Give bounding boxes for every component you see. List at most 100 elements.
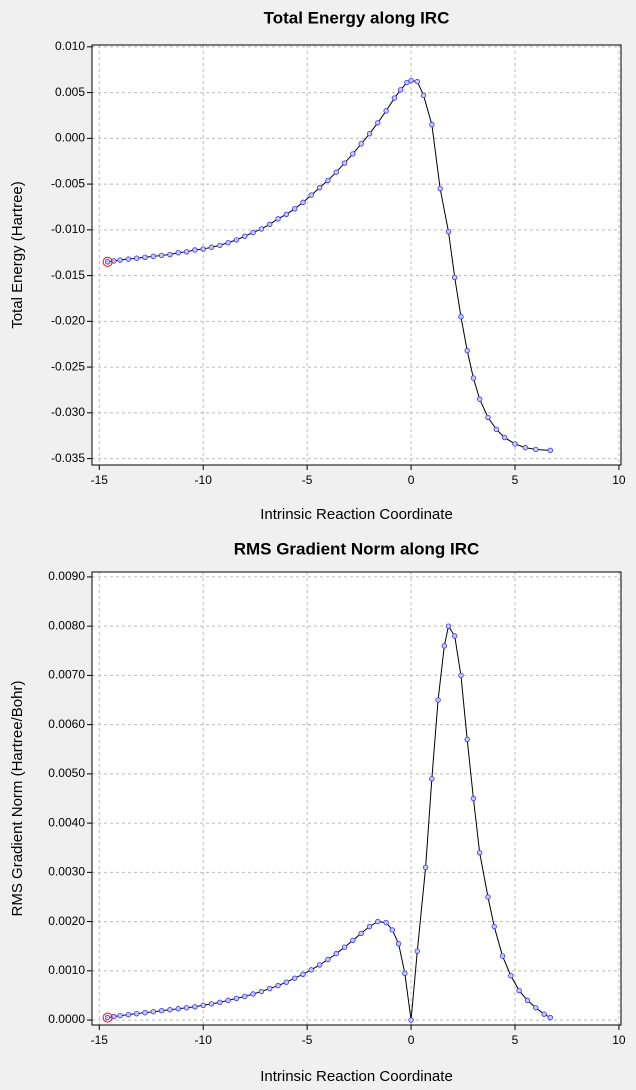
point (104, 1014, 111, 1021)
point (408, 77, 414, 84)
highlight-point (102, 256, 113, 267)
point (242, 993, 248, 1000)
point (183, 249, 190, 255)
point (233, 995, 240, 1002)
y-tick-label: 0.010 (55, 39, 85, 53)
x-tick-label: 0 (408, 473, 415, 487)
x-tick-label: -10 (195, 473, 213, 487)
point (308, 967, 314, 973)
point (267, 985, 273, 992)
point (350, 937, 356, 944)
point (470, 375, 477, 381)
point (300, 971, 306, 977)
point (316, 962, 323, 968)
y-tick-label: 0.000 (55, 131, 85, 145)
point (464, 736, 470, 743)
plot-border (91, 44, 622, 466)
point (192, 247, 198, 253)
y-tick-label: 0.0090 (48, 569, 85, 583)
highlight-point (102, 1012, 113, 1023)
point (383, 108, 389, 114)
x-tick-label: 5 (512, 473, 519, 487)
point (117, 257, 123, 263)
point (225, 997, 231, 1004)
point (383, 919, 389, 926)
point (350, 151, 356, 157)
point (175, 1006, 181, 1012)
point (341, 160, 348, 166)
point (111, 258, 117, 264)
point (508, 973, 514, 979)
x-tick-label: -15 (91, 473, 109, 487)
point (402, 970, 408, 976)
y-tick-label: 0.0040 (48, 815, 85, 829)
point (445, 228, 452, 235)
point (499, 953, 506, 959)
y-axis-label: RMS Gradient Norm (Hartree/Bohr) (9, 681, 26, 917)
point (493, 426, 499, 433)
point (242, 233, 248, 239)
point (142, 1009, 148, 1016)
point (325, 177, 331, 184)
y-tick-label: -0.025 (51, 359, 85, 373)
y-tick-label: 0.0060 (48, 717, 85, 731)
point (192, 1004, 198, 1010)
point (175, 250, 181, 256)
point (395, 941, 402, 947)
y-tick-label: -0.030 (51, 405, 85, 419)
y-tick-label: 0.0010 (48, 963, 85, 977)
point (275, 982, 281, 989)
x-tick-label: 10 (612, 473, 626, 487)
point (258, 226, 265, 232)
point (397, 87, 404, 93)
point (258, 988, 265, 995)
x-tick-label: -10 (195, 1033, 213, 1047)
y-tick-label: -0.010 (51, 222, 85, 236)
chart-title: Total Energy along IRC (264, 8, 450, 27)
plot-border (91, 571, 622, 1026)
x-tick-label: 5 (512, 1033, 519, 1047)
point (414, 948, 420, 954)
y-tick-label: 0.0050 (48, 766, 85, 780)
point (533, 446, 539, 453)
x-tick-label: -5 (302, 473, 313, 487)
point (476, 396, 483, 402)
x-tick-label: -15 (91, 1033, 109, 1047)
point (158, 1008, 165, 1014)
plot-area (92, 45, 621, 465)
chart-title: RMS Gradient Norm along IRC (234, 539, 480, 558)
point (441, 643, 448, 649)
point (516, 987, 522, 994)
point (429, 776, 435, 782)
x-tick-label: -5 (302, 1033, 313, 1047)
point (200, 1002, 206, 1009)
point (142, 254, 148, 260)
y-tick-label: 0.005 (55, 85, 85, 99)
point (541, 1011, 547, 1017)
point (250, 229, 256, 236)
x-tick-label: 0 (408, 1033, 415, 1047)
point (389, 927, 396, 933)
y-axis-label: Total Energy (Hartree) (9, 181, 26, 329)
point (512, 441, 518, 447)
point (183, 1005, 190, 1011)
y-tick-label: -0.015 (51, 268, 85, 282)
point (217, 999, 223, 1006)
point (408, 1017, 414, 1023)
point (267, 221, 273, 228)
point (533, 1005, 539, 1011)
point (422, 864, 429, 871)
x-axis-label: Intrinsic Reaction Coordinate (260, 506, 453, 523)
point (458, 314, 464, 320)
point (158, 252, 165, 259)
point (464, 347, 470, 354)
y-tick-label: 0.0030 (48, 865, 85, 879)
point (291, 975, 298, 981)
plot-area (92, 572, 621, 1025)
point (524, 997, 531, 1004)
point (391, 95, 398, 101)
point (547, 447, 554, 454)
point (225, 239, 231, 246)
point (333, 169, 339, 175)
point (358, 930, 364, 937)
